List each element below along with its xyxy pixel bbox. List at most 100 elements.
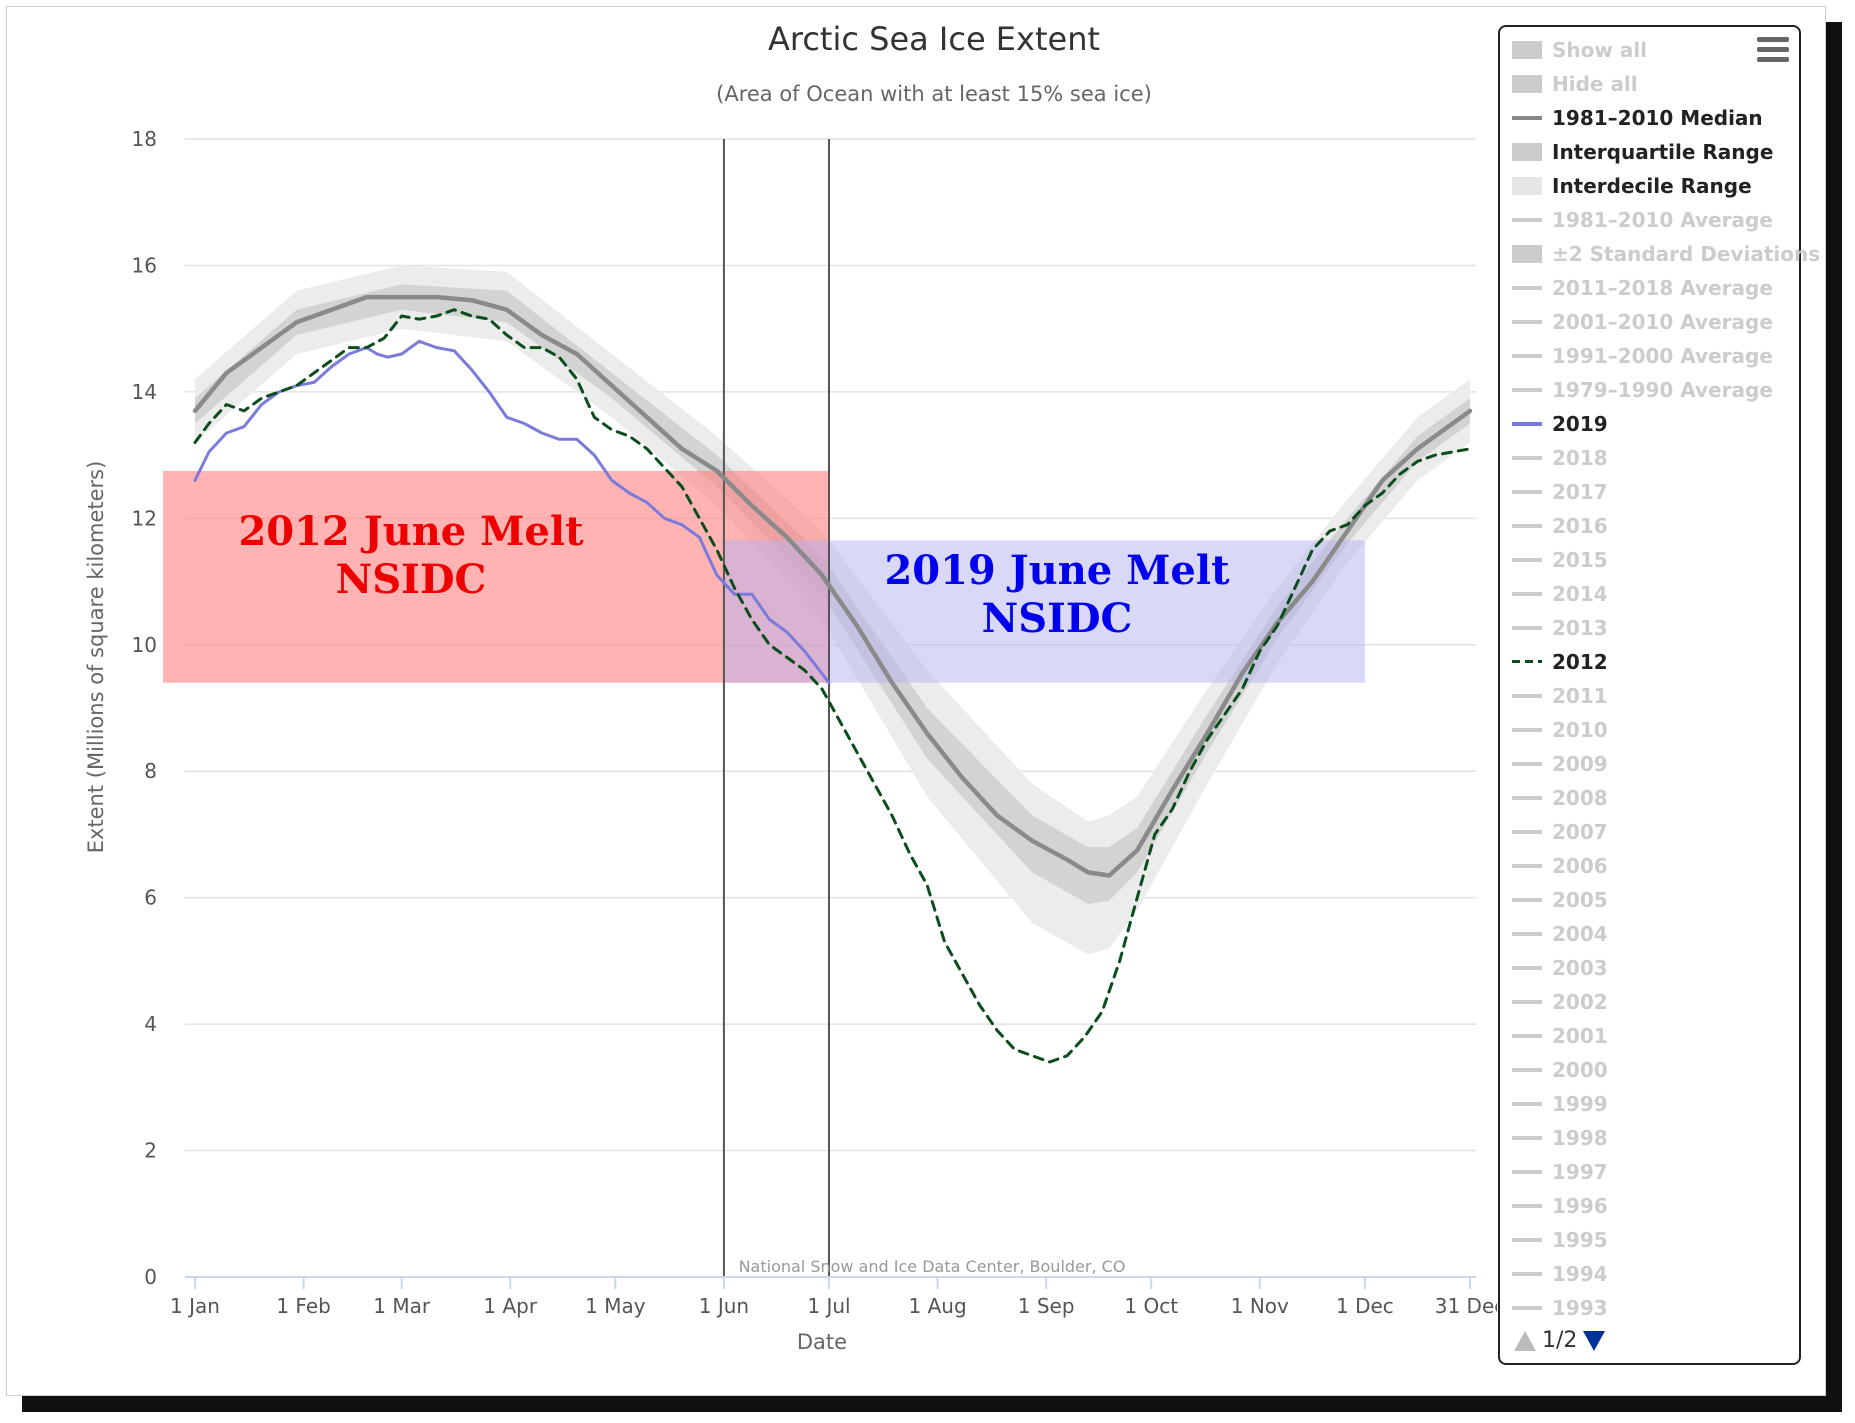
legend-symbol-icon xyxy=(1512,585,1542,603)
x-tick-label: 31 Dec xyxy=(1435,1294,1497,1318)
legend-item[interactable]: 1995 xyxy=(1512,1225,1608,1255)
legend-item[interactable]: 2004 xyxy=(1512,919,1608,949)
legend-item[interactable]: 1997 xyxy=(1512,1157,1608,1187)
legend-item[interactable]: 2011 xyxy=(1512,681,1608,711)
legend-item-label: 2006 xyxy=(1552,854,1608,878)
legend-item[interactable]: 2009 xyxy=(1512,749,1608,779)
y-tick-label: 8 xyxy=(144,759,157,783)
legend-symbol-icon xyxy=(1512,109,1542,127)
legend-item[interactable]: 2003 xyxy=(1512,953,1608,983)
y-tick-label: 0 xyxy=(144,1265,157,1289)
legend-item[interactable]: Interdecile Range xyxy=(1512,171,1752,201)
y-tick-label: 14 xyxy=(132,380,157,404)
legend-item[interactable]: 2007 xyxy=(1512,817,1608,847)
legend-symbol-icon xyxy=(1512,789,1542,807)
legend-item-label: 2015 xyxy=(1552,548,1608,572)
legend-item-label: 2000 xyxy=(1552,1058,1608,1082)
legend-item[interactable]: 2019 xyxy=(1512,409,1608,439)
legend-item[interactable]: Interquartile Range xyxy=(1512,137,1773,167)
legend-item-label: 2005 xyxy=(1552,888,1608,912)
legend-item-label: 1994 xyxy=(1552,1262,1608,1286)
legend-item[interactable]: 1979–1990 Average xyxy=(1512,375,1773,405)
legend-item[interactable]: 1981–2010 Median xyxy=(1512,103,1763,133)
blue-annotation-box xyxy=(723,540,1365,683)
legend-symbol-icon xyxy=(1512,755,1542,773)
legend-item[interactable]: Show all xyxy=(1512,35,1647,65)
legend-item[interactable]: ±2 Standard Deviations xyxy=(1512,239,1820,269)
legend-symbol-icon xyxy=(1512,1095,1542,1113)
legend-symbol-icon xyxy=(1512,177,1542,195)
x-tick-label: 1 Jan xyxy=(170,1294,220,1318)
x-tick-label: 1 May xyxy=(585,1294,646,1318)
page-down-arrow-icon[interactable] xyxy=(1583,1330,1606,1351)
hamburger-menu-icon[interactable] xyxy=(1757,37,1789,63)
legend-item[interactable]: 1994 xyxy=(1512,1259,1608,1289)
legend-item-label: 2019 xyxy=(1552,412,1608,436)
x-tick-label: 1 Dec xyxy=(1336,1294,1394,1318)
legend-symbol-icon xyxy=(1512,551,1542,569)
x-tick-label: 1 Nov xyxy=(1231,1294,1289,1318)
chart-title: Arctic Sea Ice Extent xyxy=(768,20,1100,58)
axes: 0 2 4 6 8 10 12 14 16 18 1 Jan 1 Feb 1 Mar 1 Apr 1 May… xyxy=(132,127,1497,1318)
legend-item[interactable]: 2006 xyxy=(1512,851,1608,881)
legend-item[interactable]: 2018 xyxy=(1512,443,1608,473)
legend-item-label: Show all xyxy=(1552,38,1648,62)
x-tick-label: 1 Mar xyxy=(373,1294,431,1318)
legend-item[interactable]: 1993 xyxy=(1512,1293,1608,1323)
legend-symbol-icon xyxy=(1512,143,1542,161)
legend-item-label: Hide all xyxy=(1552,72,1638,96)
legend-item-label: 1995 xyxy=(1552,1228,1608,1252)
legend-item[interactable]: 2014 xyxy=(1512,579,1608,609)
legend-symbol-icon xyxy=(1512,347,1542,365)
legend-item[interactable]: 1996 xyxy=(1512,1191,1608,1221)
legend-item-label: 2001 xyxy=(1552,1024,1608,1048)
legend-item[interactable]: 2017 xyxy=(1512,477,1608,507)
legend-item[interactable]: 2008 xyxy=(1512,783,1608,813)
legend-item[interactable]: 1999 xyxy=(1512,1089,1608,1119)
legend-item[interactable]: Hide all xyxy=(1512,69,1638,99)
page-up-arrow-icon[interactable] xyxy=(1514,1330,1536,1351)
legend-item-label: 2011 xyxy=(1552,684,1608,708)
legend-item-label: 1993 xyxy=(1552,1296,1608,1320)
legend-item[interactable]: 2011–2018 Average xyxy=(1512,273,1773,303)
legend-symbol-icon xyxy=(1512,1265,1542,1283)
legend-symbol-icon xyxy=(1512,279,1542,297)
legend-item-label: 1981–2010 Median xyxy=(1552,106,1763,130)
legend-item[interactable]: 2001–2010 Average xyxy=(1512,307,1773,337)
legend-item-label: Interdecile Range xyxy=(1552,174,1752,198)
legend-item[interactable]: 2013 xyxy=(1512,613,1608,643)
legend-item[interactable]: 2000 xyxy=(1512,1055,1608,1085)
y-tick-label: 10 xyxy=(132,633,157,657)
legend-item-label: 1996 xyxy=(1552,1194,1608,1218)
legend-symbol-icon xyxy=(1512,517,1542,535)
legend-item-label: Interquartile Range xyxy=(1552,140,1774,164)
legend-item-label: 1998 xyxy=(1552,1126,1608,1150)
legend-symbol-icon xyxy=(1512,449,1542,467)
legend-symbol-icon xyxy=(1512,619,1542,637)
legend-item-label: 2012 xyxy=(1552,650,1608,674)
legend-item[interactable]: 2016 xyxy=(1512,511,1608,541)
legend-item-label: 1991–2000 Average xyxy=(1552,344,1773,368)
legend-symbol-icon xyxy=(1512,1197,1542,1215)
legend-item[interactable]: 2005 xyxy=(1512,885,1608,915)
vertical-markers xyxy=(722,139,830,1277)
x-tick-label: 1 Jul xyxy=(807,1294,850,1318)
legend-item[interactable]: 1998 xyxy=(1512,1123,1608,1153)
sea-ice-chart: 0 2 4 6 8 10 12 14 16 18 1 Jan 1 Feb 1 Mar 1 Apr 1 May… xyxy=(84,20,1497,1354)
legend-item[interactable]: 1981–2010 Average xyxy=(1512,205,1773,235)
y-axis-title: Extent (Millions of square kilometers) xyxy=(84,461,108,854)
legend-pager: 1/2 xyxy=(1514,1328,1606,1353)
legend-item[interactable]: 2002 xyxy=(1512,987,1608,1017)
red-annotation-line1: 2012 June Melt xyxy=(238,508,584,555)
legend-item[interactable]: 1991–2000 Average xyxy=(1512,341,1773,371)
legend-item-label: 2003 xyxy=(1552,956,1608,980)
y-tick-label: 4 xyxy=(144,1012,157,1036)
legend-item[interactable]: 2015 xyxy=(1512,545,1608,575)
legend-symbol-icon xyxy=(1512,211,1542,229)
legend-item[interactable]: 2012 xyxy=(1512,647,1608,677)
legend-item[interactable]: 2001 xyxy=(1512,1021,1608,1051)
x-tick-label: 1 Jun xyxy=(699,1294,749,1318)
legend-item[interactable]: 2010 xyxy=(1512,715,1608,745)
legend-symbol-icon xyxy=(1512,1299,1542,1317)
